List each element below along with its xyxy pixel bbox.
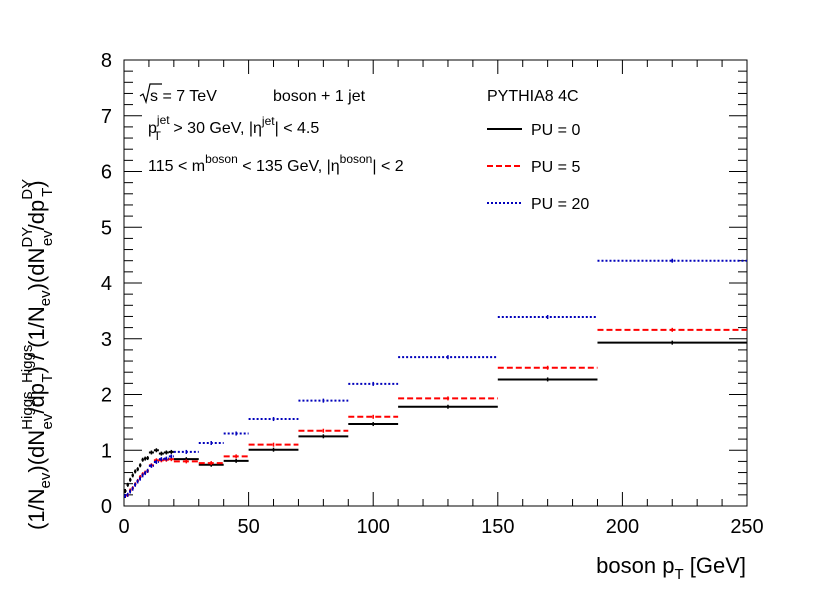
series-pu5 — [124, 327, 747, 498]
x-axis-title: boson pT [GeV] — [596, 553, 746, 583]
legend-label-pu5: PU = 5 — [531, 159, 580, 176]
x-tick-label: 0 — [118, 516, 129, 538]
legend-label-pu0: PU = 0 — [531, 122, 580, 139]
y-tick-label: 8 — [101, 50, 112, 72]
generator-label: PYTHIA8 4C — [487, 88, 579, 105]
y-tick-label: 7 — [101, 106, 112, 128]
legend: PU = 0 PU = 5 PU = 20 — [487, 122, 589, 213]
x-tick-label: 200 — [606, 516, 639, 538]
y-tick-label: 2 — [101, 385, 112, 407]
x-tick-label: 100 — [357, 516, 390, 538]
annotation-sqrt-s: s = 7 TeV — [139, 83, 217, 105]
process-label: boson + 1 jet — [273, 88, 366, 105]
y-tick-label: 3 — [101, 329, 112, 351]
sqrt-s-text: s = 7 TeV — [150, 88, 217, 105]
legend-item-pu0: PU = 0 — [487, 122, 580, 139]
y-axis-title: (1/Nev)(dNHiggs ev/dpHiggs T) / (1/Nev)(dN… — [19, 179, 56, 530]
y-tick-label: 6 — [101, 162, 112, 184]
series-pu0 — [124, 340, 747, 493]
y-tick-label: 5 — [101, 217, 112, 239]
boson-cut-label: 115 < mboson < 135 GeV, |ηboson| < 2 — [148, 152, 404, 175]
y-tick-label: 0 — [101, 496, 112, 518]
legend-label-pu20: PU = 20 — [531, 196, 589, 213]
y-tick-label: 4 — [101, 273, 112, 295]
legend-item-pu5: PU = 5 — [487, 159, 580, 176]
x-tick-label: 50 — [237, 516, 259, 538]
sqrt-icon — [139, 83, 162, 105]
legend-item-pu20: PU = 20 — [487, 196, 589, 213]
x-tick-label: 150 — [481, 516, 514, 538]
jet-cut-label: pjet T > 30 GeV, |ηjet| < 4.5 — [148, 113, 319, 143]
y-tick-label: 1 — [101, 440, 112, 462]
x-tick-label: 250 — [730, 516, 763, 538]
series-pu20 — [124, 258, 747, 498]
